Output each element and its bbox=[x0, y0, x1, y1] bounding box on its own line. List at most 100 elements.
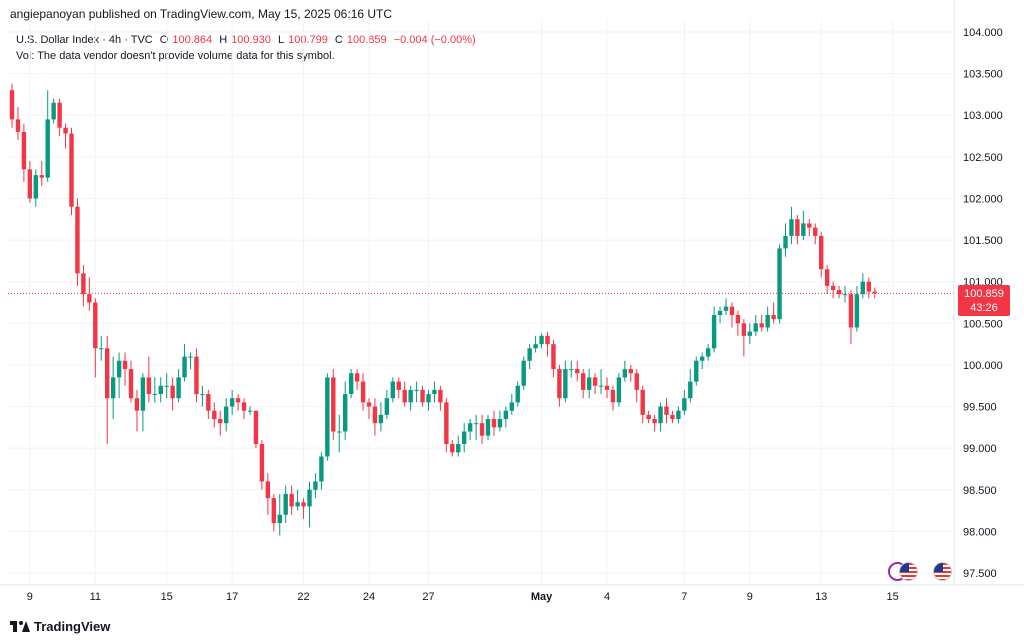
candle-down[interactable] bbox=[212, 402, 217, 428]
candle-down[interactable] bbox=[259, 439, 265, 490]
candle-up[interactable] bbox=[586, 369, 592, 399]
candle-down[interactable] bbox=[122, 352, 128, 386]
candle-down[interactable] bbox=[670, 410, 675, 424]
symbol-name[interactable]: U.S. Dollar Index · 4h · TVC bbox=[16, 34, 153, 46]
candle-up[interactable] bbox=[658, 402, 663, 432]
candle-down[interactable] bbox=[634, 369, 639, 403]
candle-down[interactable] bbox=[396, 377, 401, 399]
candle-down[interactable] bbox=[836, 285, 842, 299]
candle-down[interactable] bbox=[420, 385, 425, 407]
candle-down[interactable] bbox=[491, 410, 497, 436]
candle-up[interactable] bbox=[319, 452, 324, 490]
candle-down[interactable] bbox=[128, 360, 134, 403]
candle-down[interactable] bbox=[575, 360, 580, 382]
candle-up[interactable] bbox=[343, 381, 348, 440]
candle-down[interactable] bbox=[604, 377, 610, 399]
candle-up[interactable] bbox=[414, 381, 419, 403]
candle-down[interactable] bbox=[253, 410, 259, 449]
candle-down[interactable] bbox=[848, 290, 854, 345]
candle-down[interactable] bbox=[664, 398, 669, 424]
candle-up[interactable] bbox=[348, 369, 354, 399]
candle-down[interactable] bbox=[206, 389, 211, 420]
candle-down[interactable] bbox=[819, 231, 824, 278]
candle-down[interactable] bbox=[652, 414, 657, 432]
candle-up[interactable] bbox=[384, 389, 390, 420]
candle-up[interactable] bbox=[140, 373, 146, 432]
candle-up[interactable] bbox=[527, 344, 532, 370]
us-flag-icon[interactable] bbox=[933, 562, 952, 581]
candle-down[interactable] bbox=[402, 381, 407, 407]
candle-down[interactable] bbox=[646, 410, 651, 424]
candle-up[interactable] bbox=[200, 385, 205, 407]
candle-up[interactable] bbox=[337, 414, 342, 453]
candle-down[interactable] bbox=[872, 287, 877, 299]
candle-up[interactable] bbox=[426, 389, 431, 411]
candle-down[interactable] bbox=[134, 389, 140, 432]
candle-up[interactable] bbox=[503, 406, 509, 428]
candle-up[interactable] bbox=[539, 333, 544, 349]
candle-down[interactable] bbox=[81, 265, 86, 307]
candle-down[interactable] bbox=[640, 385, 645, 424]
candle-down[interactable] bbox=[830, 281, 836, 299]
candle-down[interactable] bbox=[759, 314, 764, 332]
candle-up[interactable] bbox=[164, 373, 169, 399]
candle-up[interactable] bbox=[182, 344, 187, 382]
candle-down[interactable] bbox=[265, 473, 271, 515]
candle-down[interactable] bbox=[218, 410, 223, 436]
candle-up[interactable] bbox=[533, 335, 538, 353]
candle-up[interactable] bbox=[99, 335, 104, 361]
candle-down[interactable] bbox=[63, 123, 68, 149]
candle-down[interactable] bbox=[372, 398, 378, 436]
candle-down[interactable] bbox=[813, 223, 818, 245]
candle-up[interactable] bbox=[408, 385, 413, 411]
candle-up[interactable] bbox=[467, 419, 473, 440]
candle-up[interactable] bbox=[473, 414, 479, 440]
candle-up[interactable] bbox=[224, 398, 229, 432]
candle-down[interactable] bbox=[57, 98, 62, 137]
candle-up[interactable] bbox=[152, 377, 157, 403]
candle-up[interactable] bbox=[188, 352, 193, 370]
candle-down[interactable] bbox=[866, 277, 871, 299]
candle-up[interactable] bbox=[783, 223, 788, 257]
candle-up[interactable] bbox=[295, 489, 300, 511]
candle-up[interactable] bbox=[682, 389, 687, 415]
candle-up[interactable] bbox=[497, 410, 503, 432]
x-axis[interactable]: 9 11 15 17 22 24 27 May 4 7 9 13 15 bbox=[27, 591, 899, 603]
candle-down[interactable] bbox=[807, 219, 812, 236]
candle-down[interactable] bbox=[795, 215, 800, 245]
candle-up[interactable] bbox=[569, 360, 574, 378]
candle-down[interactable] bbox=[360, 373, 366, 411]
candle-up[interactable] bbox=[432, 381, 437, 403]
candle-down[interactable] bbox=[354, 369, 360, 390]
candle-down[interactable] bbox=[771, 302, 776, 324]
candle-down[interactable] bbox=[610, 385, 616, 411]
candle-down[interactable] bbox=[146, 356, 152, 403]
candle-up[interactable] bbox=[116, 352, 122, 399]
candle-down[interactable] bbox=[27, 161, 33, 203]
candle-up[interactable] bbox=[777, 244, 782, 324]
candle-up[interactable] bbox=[229, 389, 235, 415]
candle-up[interactable] bbox=[854, 285, 860, 332]
candle-down[interactable] bbox=[450, 439, 455, 457]
candle-up[interactable] bbox=[378, 402, 384, 432]
candle-up[interactable] bbox=[51, 98, 56, 124]
candle-up[interactable] bbox=[110, 356, 116, 420]
candle-down[interactable] bbox=[241, 398, 247, 420]
candle-down[interactable] bbox=[592, 373, 598, 395]
candle-up[interactable] bbox=[598, 369, 604, 395]
candle-up[interactable] bbox=[860, 273, 866, 299]
candle-down[interactable] bbox=[9, 83, 15, 128]
candle-down[interactable] bbox=[15, 106, 21, 141]
candle-up[interactable] bbox=[801, 210, 806, 241]
candle-down[interactable] bbox=[735, 310, 741, 336]
candle-up[interactable] bbox=[688, 369, 693, 403]
candle-up[interactable] bbox=[700, 352, 705, 370]
candle-down[interactable] bbox=[824, 265, 830, 295]
candle-up[interactable] bbox=[711, 306, 717, 353]
candle-up[interactable] bbox=[307, 481, 312, 528]
candle-down[interactable] bbox=[366, 398, 372, 420]
candle-down[interactable] bbox=[479, 414, 485, 444]
candle-down[interactable] bbox=[289, 485, 294, 515]
candle-up[interactable] bbox=[717, 306, 723, 324]
